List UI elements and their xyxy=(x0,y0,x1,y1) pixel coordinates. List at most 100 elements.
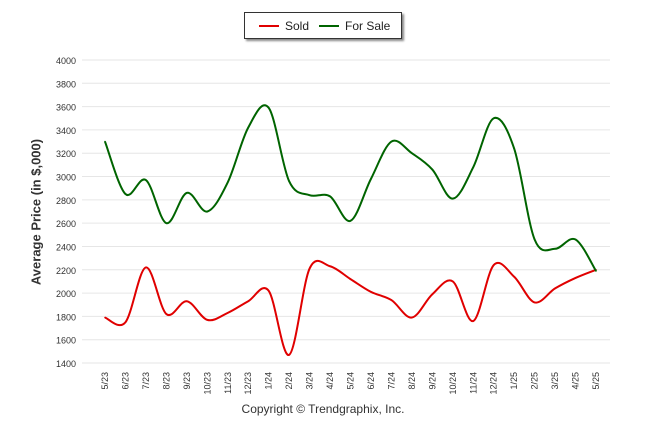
data-point-for-sale xyxy=(390,140,393,143)
data-point-for-sale xyxy=(349,220,352,222)
data-point-for-sale xyxy=(513,147,515,150)
legend-label-sold: Sold xyxy=(285,19,310,33)
x-tick-label: 3/24 xyxy=(305,372,315,390)
data-point-sold xyxy=(513,275,515,278)
y-tick-label: 2600 xyxy=(56,219,76,229)
data-point-sold xyxy=(411,316,413,319)
legend: Sold For Sale xyxy=(244,12,402,39)
data-point-sold xyxy=(145,266,147,269)
data-point-for-sale xyxy=(451,197,454,200)
data-point-for-sale xyxy=(595,270,597,272)
series-lines xyxy=(104,104,597,356)
data-point-for-sale xyxy=(267,106,270,109)
data-point-for-sale xyxy=(329,195,331,198)
data-point-for-sale xyxy=(124,193,127,195)
data-point-for-sale xyxy=(472,166,475,169)
data-point-sold xyxy=(329,265,331,268)
x-tick-label: 1/25 xyxy=(509,372,519,390)
y-tick-label: 3000 xyxy=(56,173,76,183)
data-point-for-sale xyxy=(288,180,290,182)
series-line-sold xyxy=(104,259,597,356)
x-tick-label: 5/24 xyxy=(346,372,356,390)
data-point-for-sale xyxy=(145,179,147,181)
x-tick-label: 11/24 xyxy=(468,372,478,394)
y-tick-label: 3400 xyxy=(56,126,76,136)
data-point-for-sale xyxy=(574,238,577,241)
x-tick-label: 9/24 xyxy=(427,372,437,390)
copyright-text: Copyright © Trendgraphix, Inc. xyxy=(241,402,405,416)
data-point-sold xyxy=(370,291,372,293)
grid-lines xyxy=(82,59,610,364)
x-tick-label: 8/24 xyxy=(407,372,417,390)
y-tick-label: 1600 xyxy=(56,336,76,346)
data-point-for-sale xyxy=(431,168,434,171)
x-tick-label: 11/23 xyxy=(223,372,233,394)
data-point-sold xyxy=(472,320,475,322)
x-tick-label: 4/25 xyxy=(571,372,581,390)
data-point-for-sale xyxy=(186,192,188,194)
x-tick-label: 9/23 xyxy=(182,372,192,390)
data-point-for-sale xyxy=(206,210,209,213)
data-point-sold xyxy=(165,313,168,315)
y-tick-label: 3200 xyxy=(56,149,76,159)
data-point-sold xyxy=(226,312,229,314)
x-tick-label: 3/25 xyxy=(550,372,560,390)
data-point-sold xyxy=(206,319,209,321)
data-point-sold xyxy=(451,280,454,283)
legend-swatch-for-sale xyxy=(319,25,339,27)
data-point-for-sale xyxy=(554,247,556,250)
x-tick-label: 5/23 xyxy=(100,372,110,390)
data-point-sold xyxy=(267,289,270,292)
y-tick-label: 3600 xyxy=(56,103,76,113)
x-tick-label: 2/24 xyxy=(284,372,294,390)
x-tick-label: 6/23 xyxy=(120,372,130,390)
y-tick-label: 1800 xyxy=(56,312,76,322)
y-tick-label: 1400 xyxy=(56,359,76,369)
data-point-for-sale xyxy=(308,194,311,196)
y-tick-label: 3800 xyxy=(56,79,76,89)
x-tick-label: 10/24 xyxy=(448,372,458,395)
data-point-sold xyxy=(554,287,556,290)
data-point-for-sale xyxy=(165,222,168,224)
x-tick-label: 2/25 xyxy=(530,372,540,390)
data-point-sold xyxy=(574,277,577,279)
y-tick-label: 2800 xyxy=(56,196,76,206)
y-tick-label: 2000 xyxy=(56,289,76,299)
data-point-sold xyxy=(533,301,536,304)
x-tick-label: 7/24 xyxy=(386,372,396,390)
data-point-for-sale xyxy=(370,178,372,180)
data-point-sold xyxy=(390,299,393,301)
y-axis-label: Average Price (in $,000) xyxy=(28,138,44,286)
data-point-for-sale xyxy=(247,126,250,129)
y-tick-label: 4000 xyxy=(56,56,76,66)
data-point-for-sale xyxy=(226,181,229,184)
x-tick-label: 8/23 xyxy=(161,372,171,390)
data-point-for-sale xyxy=(411,152,413,155)
data-point-sold xyxy=(186,300,188,303)
y-tick-label: 2400 xyxy=(56,242,76,252)
data-point-for-sale xyxy=(533,238,536,241)
x-axis-ticks: 5/23 6/23 7/23 8/23 9/23 10/23 11/23 12/23 1/24 2… xyxy=(100,372,601,395)
data-point-for-sale xyxy=(104,140,106,143)
legend-item-for-sale[interactable]: For Sale xyxy=(319,19,390,33)
x-tick-label: 1/24 xyxy=(264,372,274,390)
legend-label-for-sale: For Sale xyxy=(345,19,391,33)
x-tick-label: 12/24 xyxy=(489,372,499,395)
data-point-sold xyxy=(492,264,495,266)
x-tick-label: 7/23 xyxy=(141,372,151,390)
data-point-sold xyxy=(124,321,127,324)
x-tick-label: 6/24 xyxy=(366,372,376,390)
data-point-sold xyxy=(349,278,352,280)
x-tick-label: 12/23 xyxy=(243,372,253,395)
legend-item-sold[interactable]: Sold xyxy=(259,19,309,33)
data-point-sold xyxy=(308,267,311,270)
x-tick-label: 4/24 xyxy=(325,372,335,390)
y-axis-ticks: 1400 1600 1800 2000 2200 2400 2600 2800 3000 3200… xyxy=(56,56,76,369)
data-point-sold xyxy=(247,300,250,303)
data-point-for-sale xyxy=(492,117,495,120)
legend-swatch-sold xyxy=(259,25,279,27)
x-tick-label: 5/25 xyxy=(591,372,601,390)
x-tick-label: 10/23 xyxy=(202,372,212,395)
y-tick-label: 2200 xyxy=(56,266,76,276)
